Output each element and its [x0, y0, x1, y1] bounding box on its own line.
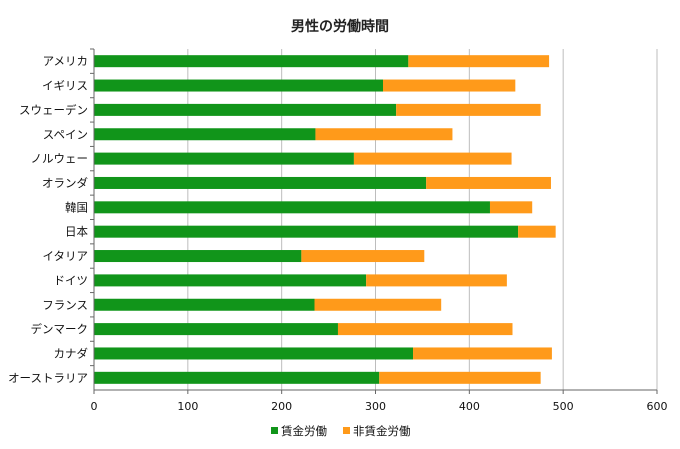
gridlines — [187, 49, 658, 390]
bar-paid-12 — [94, 347, 414, 360]
bar-paid-0 — [94, 55, 409, 68]
category-label: イギリス — [42, 79, 88, 93]
category-label: アメリカ — [43, 54, 88, 68]
category-label: フランス — [42, 298, 88, 312]
legend-label-0: 賃金労働 — [281, 424, 327, 438]
bar-unpaid-7 — [518, 225, 556, 238]
bar-paid-4 — [94, 152, 354, 165]
x-tick-label: 400 — [459, 400, 480, 413]
x-tick-label: 200 — [271, 400, 292, 413]
legend-label-1: 非賃金労働 — [353, 424, 411, 438]
bar-unpaid-2 — [396, 103, 541, 116]
bar-paid-2 — [94, 103, 397, 116]
category-label: デンマーク — [31, 322, 89, 336]
bar-unpaid-1 — [383, 79, 516, 92]
category-label: オランダ — [42, 176, 88, 190]
bar-unpaid-4 — [353, 152, 512, 165]
bar-paid-7 — [94, 225, 519, 238]
bar-paid-11 — [94, 323, 338, 336]
axes: アメリカイギリススウェーデンスペインノルウェーオランダ韓国日本イタリアドイツフラ… — [8, 48, 668, 413]
bar-paid-6 — [94, 201, 490, 214]
bar-unpaid-9 — [366, 274, 507, 287]
x-tick-label: 500 — [553, 400, 574, 413]
bar-paid-9 — [94, 274, 367, 287]
bar-unpaid-10 — [314, 298, 442, 311]
bar-unpaid-5 — [426, 176, 551, 189]
legend-swatch-0 — [271, 427, 278, 434]
category-label: 日本 — [65, 225, 88, 239]
legend: 賃金労働 非賃金労働 — [271, 424, 411, 438]
bar-paid-8 — [94, 250, 302, 263]
x-tick-label: 100 — [177, 400, 198, 413]
bar-unpaid-0 — [408, 55, 550, 68]
category-label: オーストラリア — [8, 371, 88, 385]
bar-unpaid-8 — [301, 250, 425, 263]
category-label: イタリア — [42, 249, 88, 263]
bar-paid-10 — [94, 298, 315, 311]
x-tick-label: 600 — [647, 400, 668, 413]
category-label: ドイツ — [54, 273, 89, 287]
category-label: 韓国 — [65, 200, 88, 214]
bar-unpaid-6 — [489, 201, 533, 214]
bar-unpaid-3 — [315, 128, 453, 141]
category-label: ノルウェー — [31, 152, 89, 166]
chart-title: 男性の労働時間 — [291, 18, 389, 35]
bar-unpaid-13 — [379, 371, 541, 384]
category-label: カナダ — [54, 346, 89, 360]
bar-paid-3 — [94, 128, 316, 141]
legend-swatch-1 — [343, 427, 350, 434]
bar-unpaid-11 — [337, 323, 513, 336]
x-tick-label: 0 — [91, 400, 98, 413]
bars — [94, 55, 556, 384]
bar-unpaid-12 — [413, 347, 552, 360]
x-tick-label: 300 — [365, 400, 386, 413]
bar-paid-13 — [94, 371, 380, 384]
category-label: スペイン — [43, 127, 88, 141]
bar-paid-1 — [94, 79, 384, 92]
bar-paid-5 — [94, 176, 427, 189]
category-label: スウェーデン — [19, 103, 88, 117]
